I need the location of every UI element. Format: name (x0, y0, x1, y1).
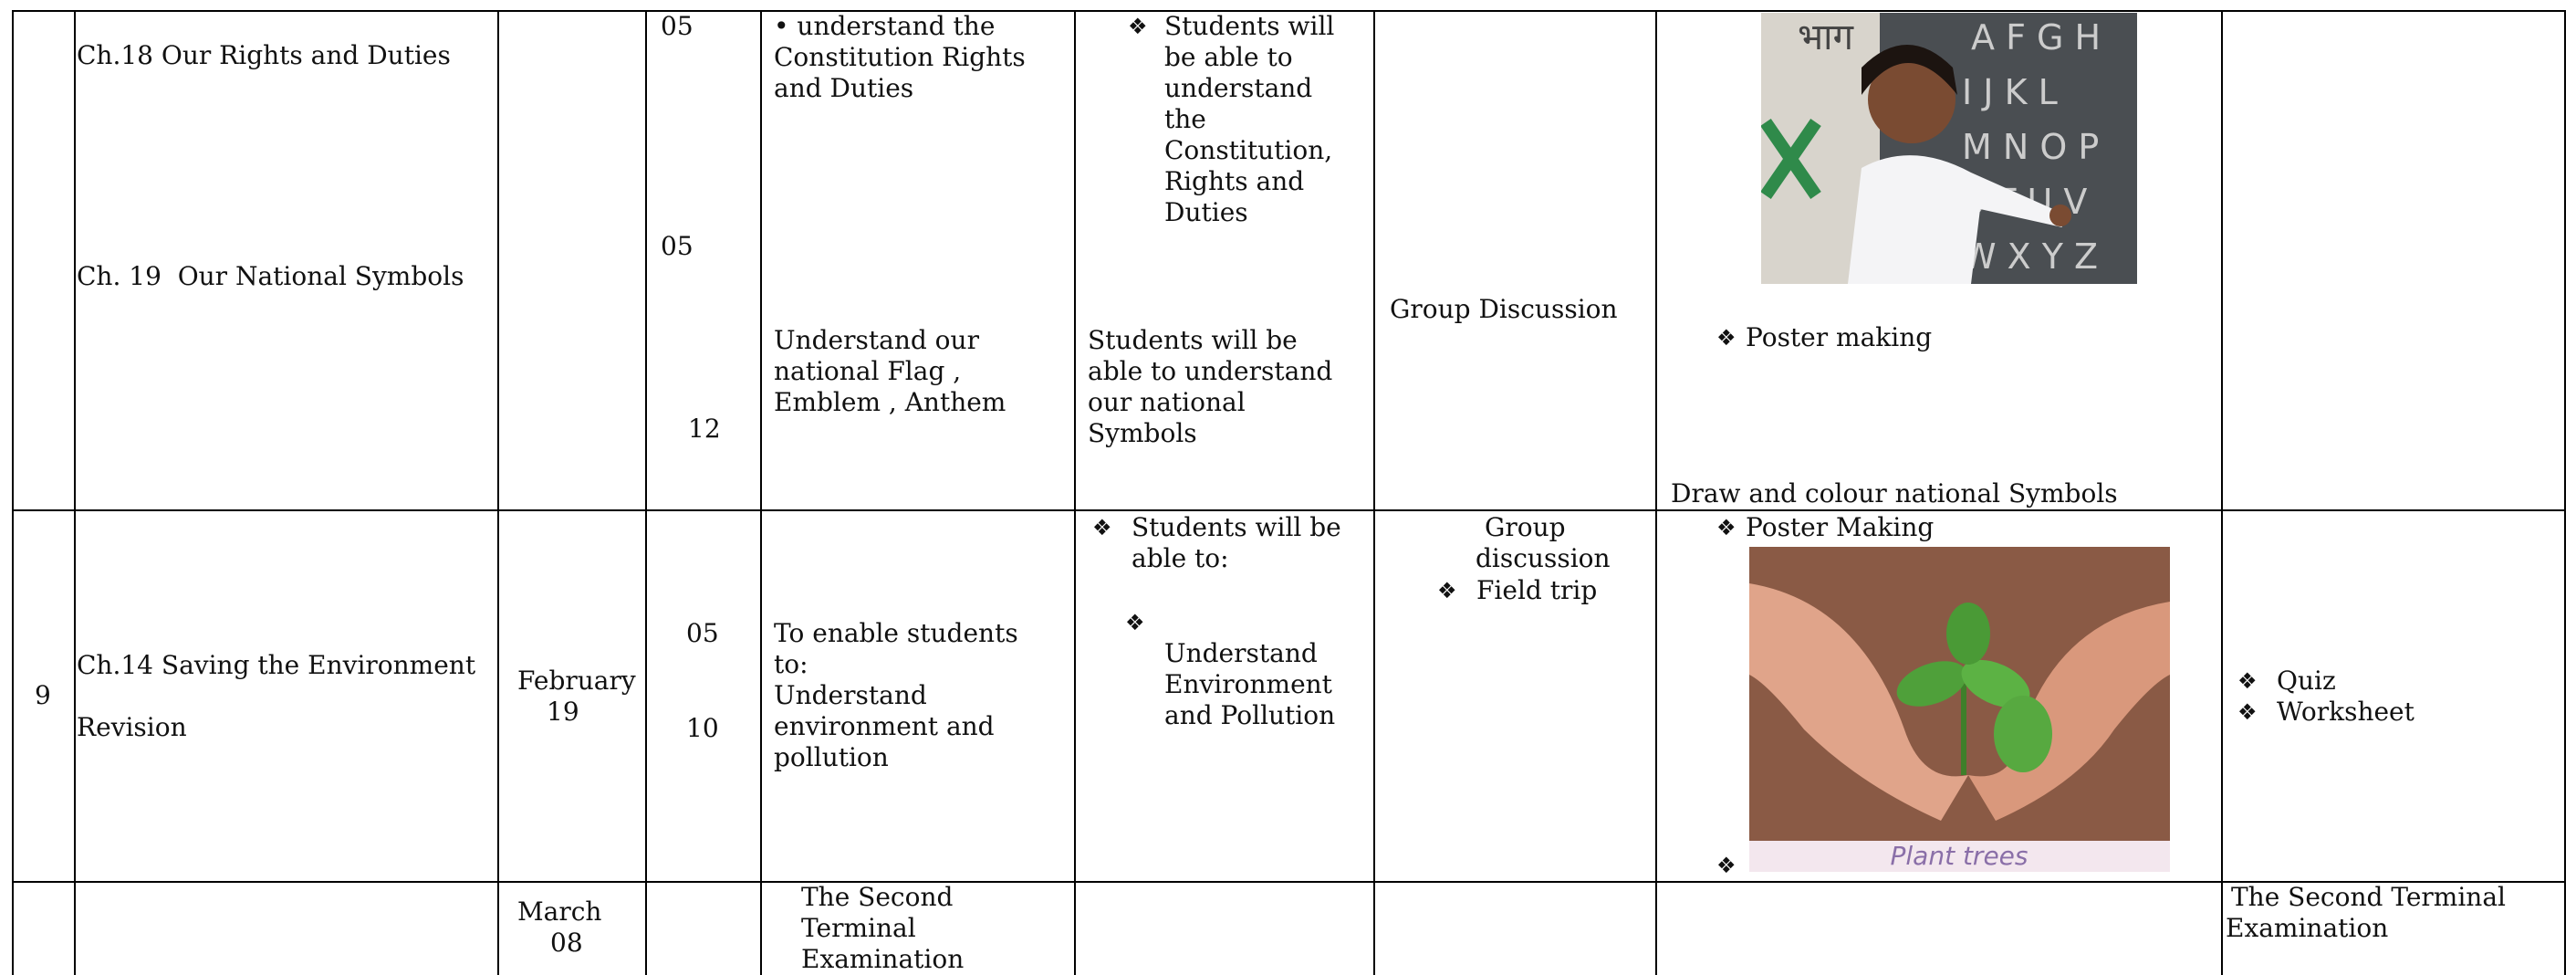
column-border (2564, 10, 2566, 975)
text-line: pollution (774, 742, 889, 772)
text-line: and Pollution (1164, 700, 1336, 730)
cell-text: Ch.18 Our Rights and Duties (77, 40, 451, 70)
text-line: our national (1088, 387, 1246, 417)
row-border (12, 881, 2566, 883)
text-line: able to: (1132, 543, 1229, 573)
bullet: ❖ (1125, 610, 1145, 635)
cell-text: Ch.14 Saving the Environment (77, 650, 476, 680)
text-line: environment and (774, 711, 995, 741)
column-border (74, 10, 76, 975)
text-line: be able to (1164, 42, 1293, 72)
text-line: Examination (801, 944, 965, 974)
cell-text: 05 (661, 11, 694, 41)
svg-text:भाग: भाग (1798, 16, 1854, 58)
row-border (12, 509, 2566, 511)
text-line: the (1164, 104, 1206, 134)
text-line: • understand the (774, 11, 996, 41)
text-line: Duties (1164, 197, 1248, 227)
column-border (645, 10, 647, 975)
svg-text:I J K L: I J K L (1962, 72, 2058, 112)
text-line: Symbols (1088, 418, 1197, 448)
text-line: Environment (1164, 669, 1332, 699)
cell-text: Quiz (2277, 666, 2336, 696)
text-line: Emblem , Anthem (774, 387, 1006, 417)
text-line: The Second (801, 882, 954, 912)
row-border (12, 10, 2566, 12)
column-border (1373, 10, 1375, 975)
column-border (2221, 10, 2223, 975)
cell-text: 05 (661, 231, 694, 261)
column-border (760, 10, 762, 975)
cell-text: 9 (35, 680, 51, 710)
text-line: Students will be (1088, 325, 1298, 355)
bullet: ❖ (2237, 699, 2258, 725)
cell-text: Ch. 19 Our National Symbols (77, 261, 464, 291)
text-line: to: (774, 649, 808, 679)
cell-text: 12 (688, 414, 721, 444)
text-line: Understand our (774, 325, 979, 355)
bullet: ❖ (1128, 14, 1148, 39)
cell-text: 19 (547, 697, 579, 727)
image-caption: Plant trees (1891, 841, 2028, 871)
cell-text: The Second Terminal (2231, 882, 2506, 912)
bullet: ❖ (1716, 325, 1736, 351)
text-line: national Flag , (774, 356, 962, 386)
cell-text: Examination (2226, 913, 2389, 943)
text-line: and Duties (774, 73, 914, 103)
bullet: ❖ (2237, 668, 2258, 694)
text-line: Rights and (1164, 166, 1305, 196)
bullet: ❖ (1716, 853, 1736, 878)
cell-text: Worksheet (2277, 697, 2414, 727)
cell-text: 10 (686, 713, 719, 743)
text-line: understand (1164, 73, 1313, 103)
cell-text: 08 (550, 928, 583, 958)
text-line: Students will be (1132, 512, 1341, 542)
bullet: ❖ (1716, 515, 1736, 540)
cell-text: Poster Making (1746, 512, 1935, 542)
cell-text: Group (1485, 512, 1566, 542)
photo-plant: Plant trees (1749, 547, 2170, 872)
text-line: Constitution, (1164, 135, 1333, 165)
cell-text: February (517, 666, 636, 696)
column-border (497, 10, 499, 975)
cell-text: 05 (686, 618, 719, 648)
photo-chalkboard: भाग A F G H I J K L M N O P S T U V W X … (1761, 13, 2137, 284)
cell-text: Poster making (1746, 322, 1933, 352)
column-border (1074, 10, 1076, 975)
column-border (12, 10, 14, 975)
text-line: Understand (774, 680, 927, 710)
text-line: To enable students (774, 618, 1018, 648)
cell-text: Field trip (1476, 575, 1598, 605)
text-line: Students will (1164, 11, 1335, 41)
cell-text: March (517, 896, 602, 927)
text-line: able to understand (1088, 356, 1333, 386)
text-line: Constitution Rights (774, 42, 1026, 72)
cell-text: discussion (1476, 543, 1611, 573)
svg-text:M N O P: M N O P (1962, 127, 2099, 167)
bullet: ❖ (1092, 515, 1112, 540)
bullet: ❖ (1437, 578, 1457, 603)
column-border (1655, 10, 1657, 975)
svg-text:A F G H: A F G H (1971, 17, 2101, 58)
svg-text:W X Y Z: W X Y Z (1962, 236, 2098, 277)
text-line: Understand (1164, 638, 1318, 668)
text-line: Terminal (801, 913, 916, 943)
cell-text: Revision (77, 712, 187, 742)
cell-text: Draw and colour national Symbols (1671, 478, 2118, 508)
cell-text: Group Discussion (1390, 294, 1618, 324)
